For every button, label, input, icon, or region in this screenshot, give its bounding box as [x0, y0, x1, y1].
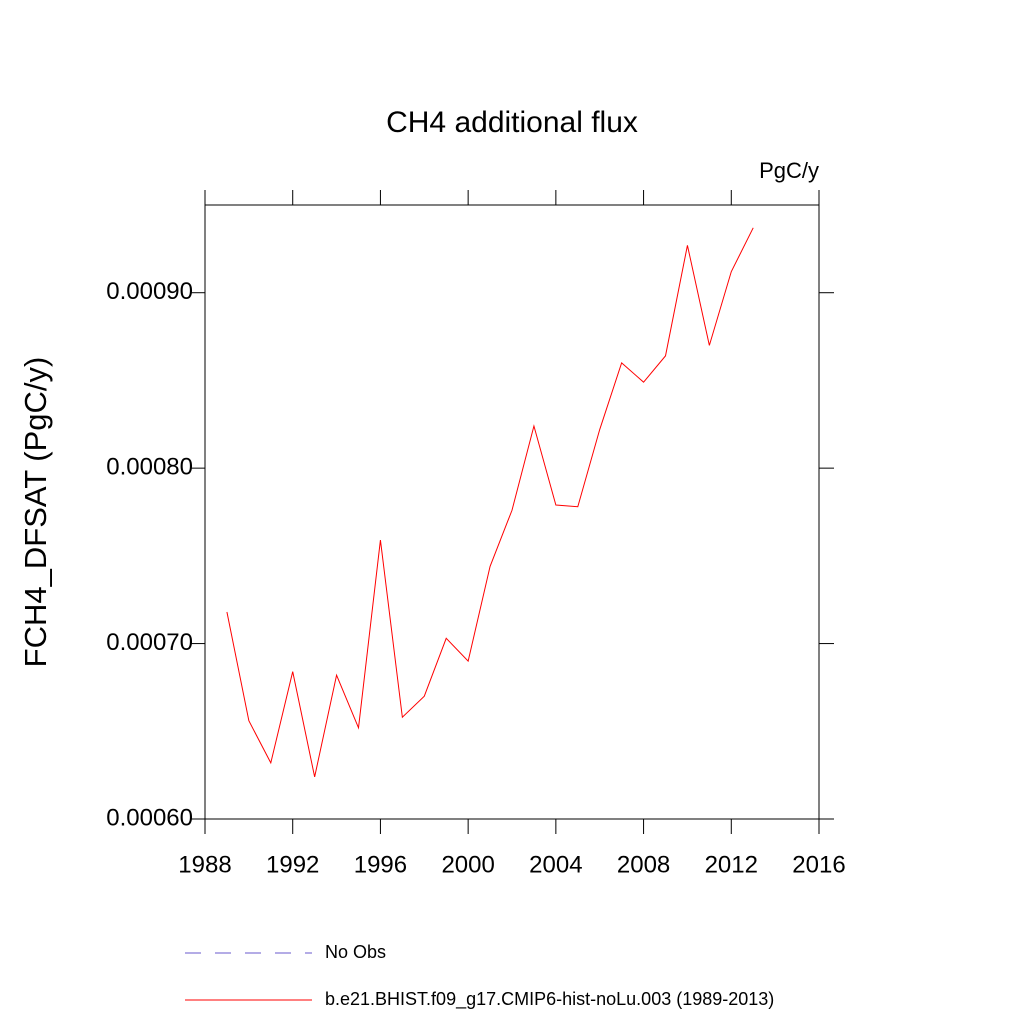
legend-label: b.e21.BHIST.f09_g17.CMIP6-hist-noLu.003 …: [325, 989, 774, 1010]
y-axis-label: FCH4_DFSAT (PgC/y): [18, 357, 53, 668]
chart-title: CH4 additional flux: [386, 106, 638, 139]
x-tick-label: 2004: [529, 851, 582, 878]
y-tick-label: 0.00080: [106, 453, 193, 480]
x-tick-label: 2000: [441, 851, 494, 878]
unit-label: PgC/y: [759, 158, 819, 183]
x-tick-label: 2016: [792, 851, 845, 878]
plot-frame: [204, 204, 820, 820]
x-tick-label: 1988: [178, 851, 231, 878]
x-tick-label: 2012: [705, 851, 758, 878]
legend-label: No Obs: [325, 942, 386, 962]
y-tick-label: 0.00070: [106, 629, 193, 656]
x-tick-label: 1996: [354, 851, 407, 878]
x-tick-label: 1992: [266, 851, 319, 878]
data-line: [226, 227, 754, 778]
y-tick-label: 0.00090: [106, 278, 193, 305]
y-tick-label: 0.00060: [106, 804, 193, 831]
x-tick-label: 2008: [617, 851, 670, 878]
